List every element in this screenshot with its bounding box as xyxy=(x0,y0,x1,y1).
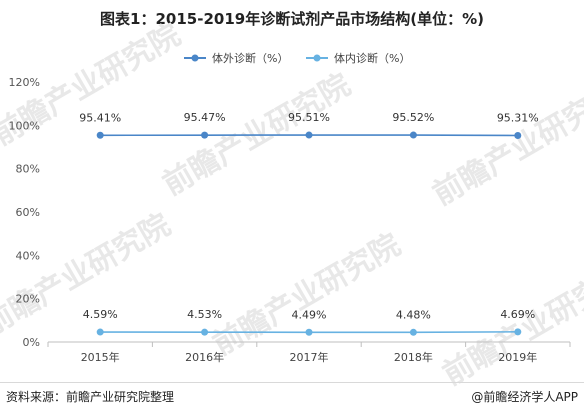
data-point xyxy=(305,328,313,336)
y-tick-label: 40% xyxy=(16,249,40,262)
data-point xyxy=(201,131,209,139)
credit-note: @前瞻经济学人APP xyxy=(471,390,578,404)
data-point xyxy=(514,328,522,336)
x-tick-label: 2019年 xyxy=(498,350,537,364)
x-tick-label: 2017年 xyxy=(290,350,329,364)
data-label: 4.69% xyxy=(500,308,535,321)
legend-marker xyxy=(313,54,321,62)
legend-label: 体内诊断（%） xyxy=(334,51,410,65)
data-point xyxy=(514,131,522,139)
data-label: 95.52% xyxy=(392,111,434,124)
x-tick-label: 2015年 xyxy=(81,350,120,364)
data-point xyxy=(409,328,417,336)
y-tick-label: 0% xyxy=(23,336,40,349)
data-label: 95.31% xyxy=(497,111,539,124)
legend-label: 体外诊断（%） xyxy=(212,51,288,65)
data-label: 4.53% xyxy=(187,308,222,321)
y-tick-label: 20% xyxy=(16,293,40,306)
data-point xyxy=(96,328,104,336)
x-tick-label: 2018年 xyxy=(394,350,433,364)
y-tick-label: 100% xyxy=(9,119,40,132)
x-tick-label: 2016年 xyxy=(185,350,224,364)
data-label: 95.41% xyxy=(79,111,121,124)
legend-marker xyxy=(191,54,199,62)
data-point xyxy=(305,131,313,139)
data-label: 95.47% xyxy=(184,111,226,124)
y-tick-label: 80% xyxy=(16,163,40,176)
data-point xyxy=(96,131,104,139)
data-label: 4.49% xyxy=(292,308,327,321)
data-label: 95.51% xyxy=(288,111,330,124)
footer-divider xyxy=(0,382,584,383)
chart-title: 图表1：2015-2019年诊断试剂产品市场结构(单位：%) xyxy=(100,10,484,28)
data-point xyxy=(201,328,209,336)
y-tick-label: 120% xyxy=(9,76,40,89)
data-label: 4.48% xyxy=(396,308,431,321)
data-point xyxy=(409,131,417,139)
data-label: 4.59% xyxy=(83,308,118,321)
source-note: 资料来源：前瞻产业研究院整理 xyxy=(6,390,175,404)
y-tick-label: 60% xyxy=(16,206,40,219)
